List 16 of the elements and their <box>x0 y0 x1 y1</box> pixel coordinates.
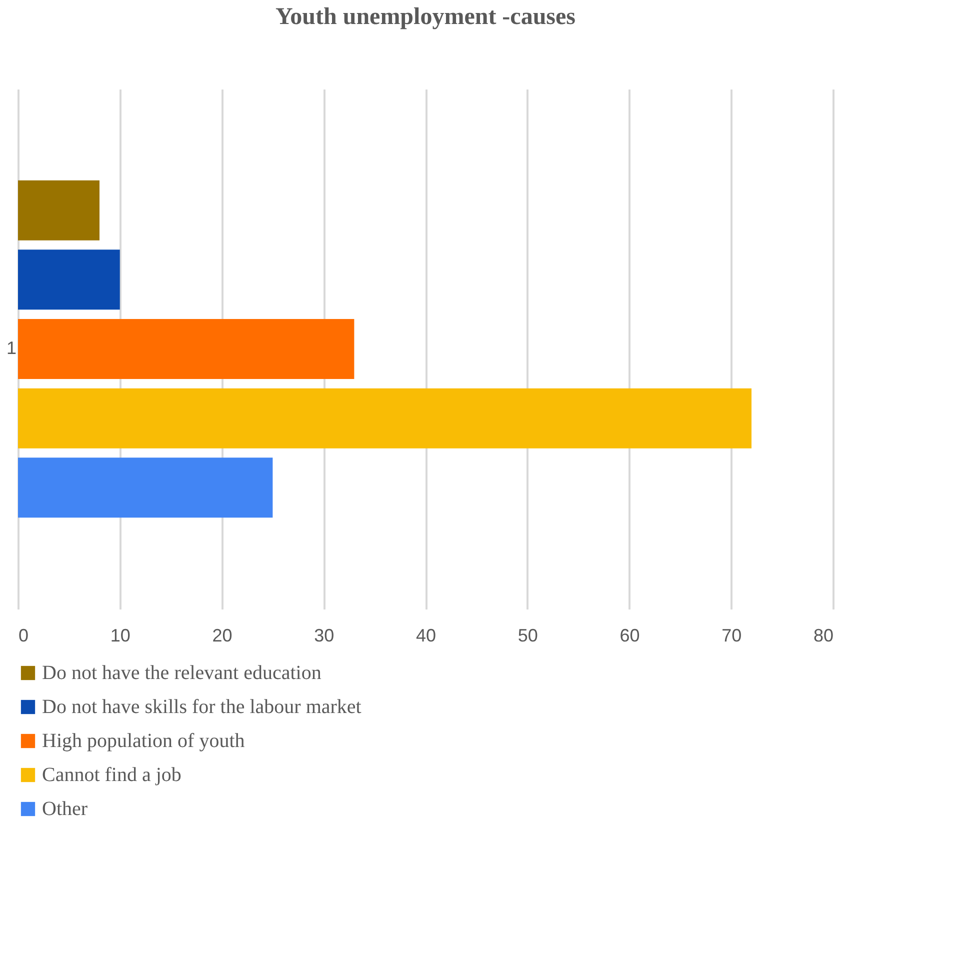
x-tick-label: 70 <box>722 626 742 646</box>
legend-label: Do not have the relevant education <box>42 662 322 684</box>
x-tick-label: 10 <box>110 626 130 646</box>
legend-label: Do not have skills for the labour market <box>42 696 362 718</box>
x-tick-label: 30 <box>314 626 334 646</box>
legend-label: Cannot find a job <box>42 764 182 786</box>
legend-label: High population of youth <box>42 730 245 752</box>
y-tick-label: 1 <box>6 338 16 358</box>
x-tick-label: 20 <box>212 626 232 646</box>
x-tick-label: 50 <box>518 626 538 646</box>
x-tick-label: 60 <box>620 626 640 646</box>
x-tick-label: 80 <box>813 626 834 646</box>
legend-label: Other <box>42 798 88 820</box>
chart-title: Youth unemployment -causes <box>275 4 576 30</box>
x-tick-label: 0 <box>18 626 29 646</box>
x-tick-label: 40 <box>416 626 436 646</box>
